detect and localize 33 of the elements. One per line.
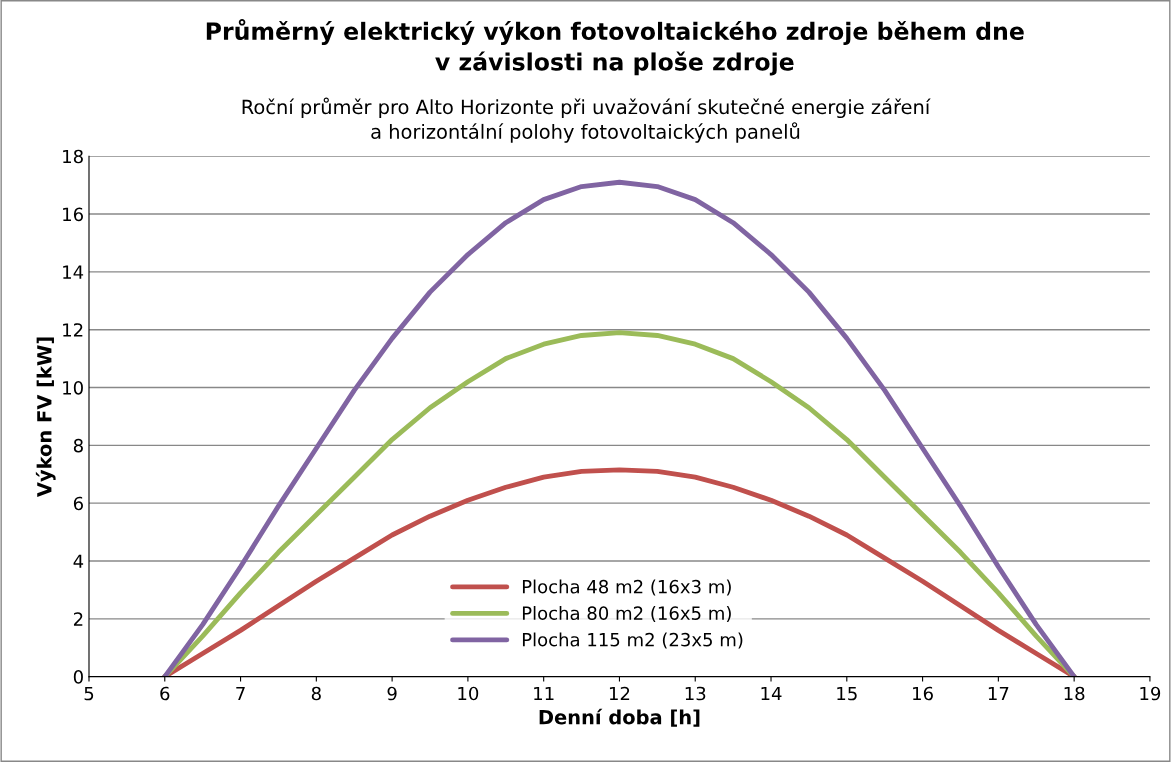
x-tick-label: 15 — [837, 686, 857, 701]
y-tick-label: 14 — [63, 265, 84, 279]
x-tick-label: 16 — [913, 686, 933, 701]
x-tick-label: 12 — [609, 686, 630, 701]
y-tick-label: 16 — [63, 207, 83, 222]
x-tick-label: 8 — [311, 686, 321, 701]
x-tick-label: 17 — [988, 686, 1009, 701]
y-tick-label: 6 — [73, 496, 83, 511]
chart-title: Průměrný elektrický výkon fotovoltaického zdroje během dne v závislosti na ploše zdroje — [206, 19, 1024, 76]
x-tick-label: 14 — [761, 686, 782, 701]
x-tick-label: 18 — [1064, 686, 1085, 701]
x-tick-label: 9 — [387, 686, 397, 701]
y-tick-label: 0 — [73, 670, 83, 684]
x-tick-label: 10 — [458, 686, 479, 701]
x-axis-title: Denní doba [h] — [539, 708, 700, 727]
x-tick-label: 19 — [1140, 686, 1161, 701]
y-tick-label: 10 — [63, 380, 83, 395]
y-tick-label: 18 — [63, 149, 83, 164]
legend-label: Plocha 115 m2 (23x5 m) — [522, 632, 743, 649]
y-tick-label: 2 — [73, 612, 83, 626]
x-tick-label: 11 — [534, 686, 554, 701]
x-tick-label: 5 — [84, 686, 94, 701]
y-tick-label: 8 — [73, 438, 83, 453]
x-tick-label: 7 — [236, 686, 245, 701]
chart-subtitle: Roční průměr pro Alto Horizonte při uvažování skutečné energie záření a horizontální polohy fotovoltaických panelů — [242, 97, 931, 143]
line-series — [162, 179, 1077, 677]
x-tick-label: 6 — [160, 686, 170, 701]
y-tick-label: 4 — [73, 554, 84, 568]
legend-label: Plocha 80 m2 (16x5 m) — [522, 606, 731, 623]
x-tick-label: 13 — [685, 686, 706, 701]
legend-label: Plocha 48 m2 (16x3 m) — [522, 579, 731, 596]
y-tick-label: 12 — [63, 323, 83, 337]
y-axis-title: Výkon FV [kW] — [35, 337, 56, 498]
